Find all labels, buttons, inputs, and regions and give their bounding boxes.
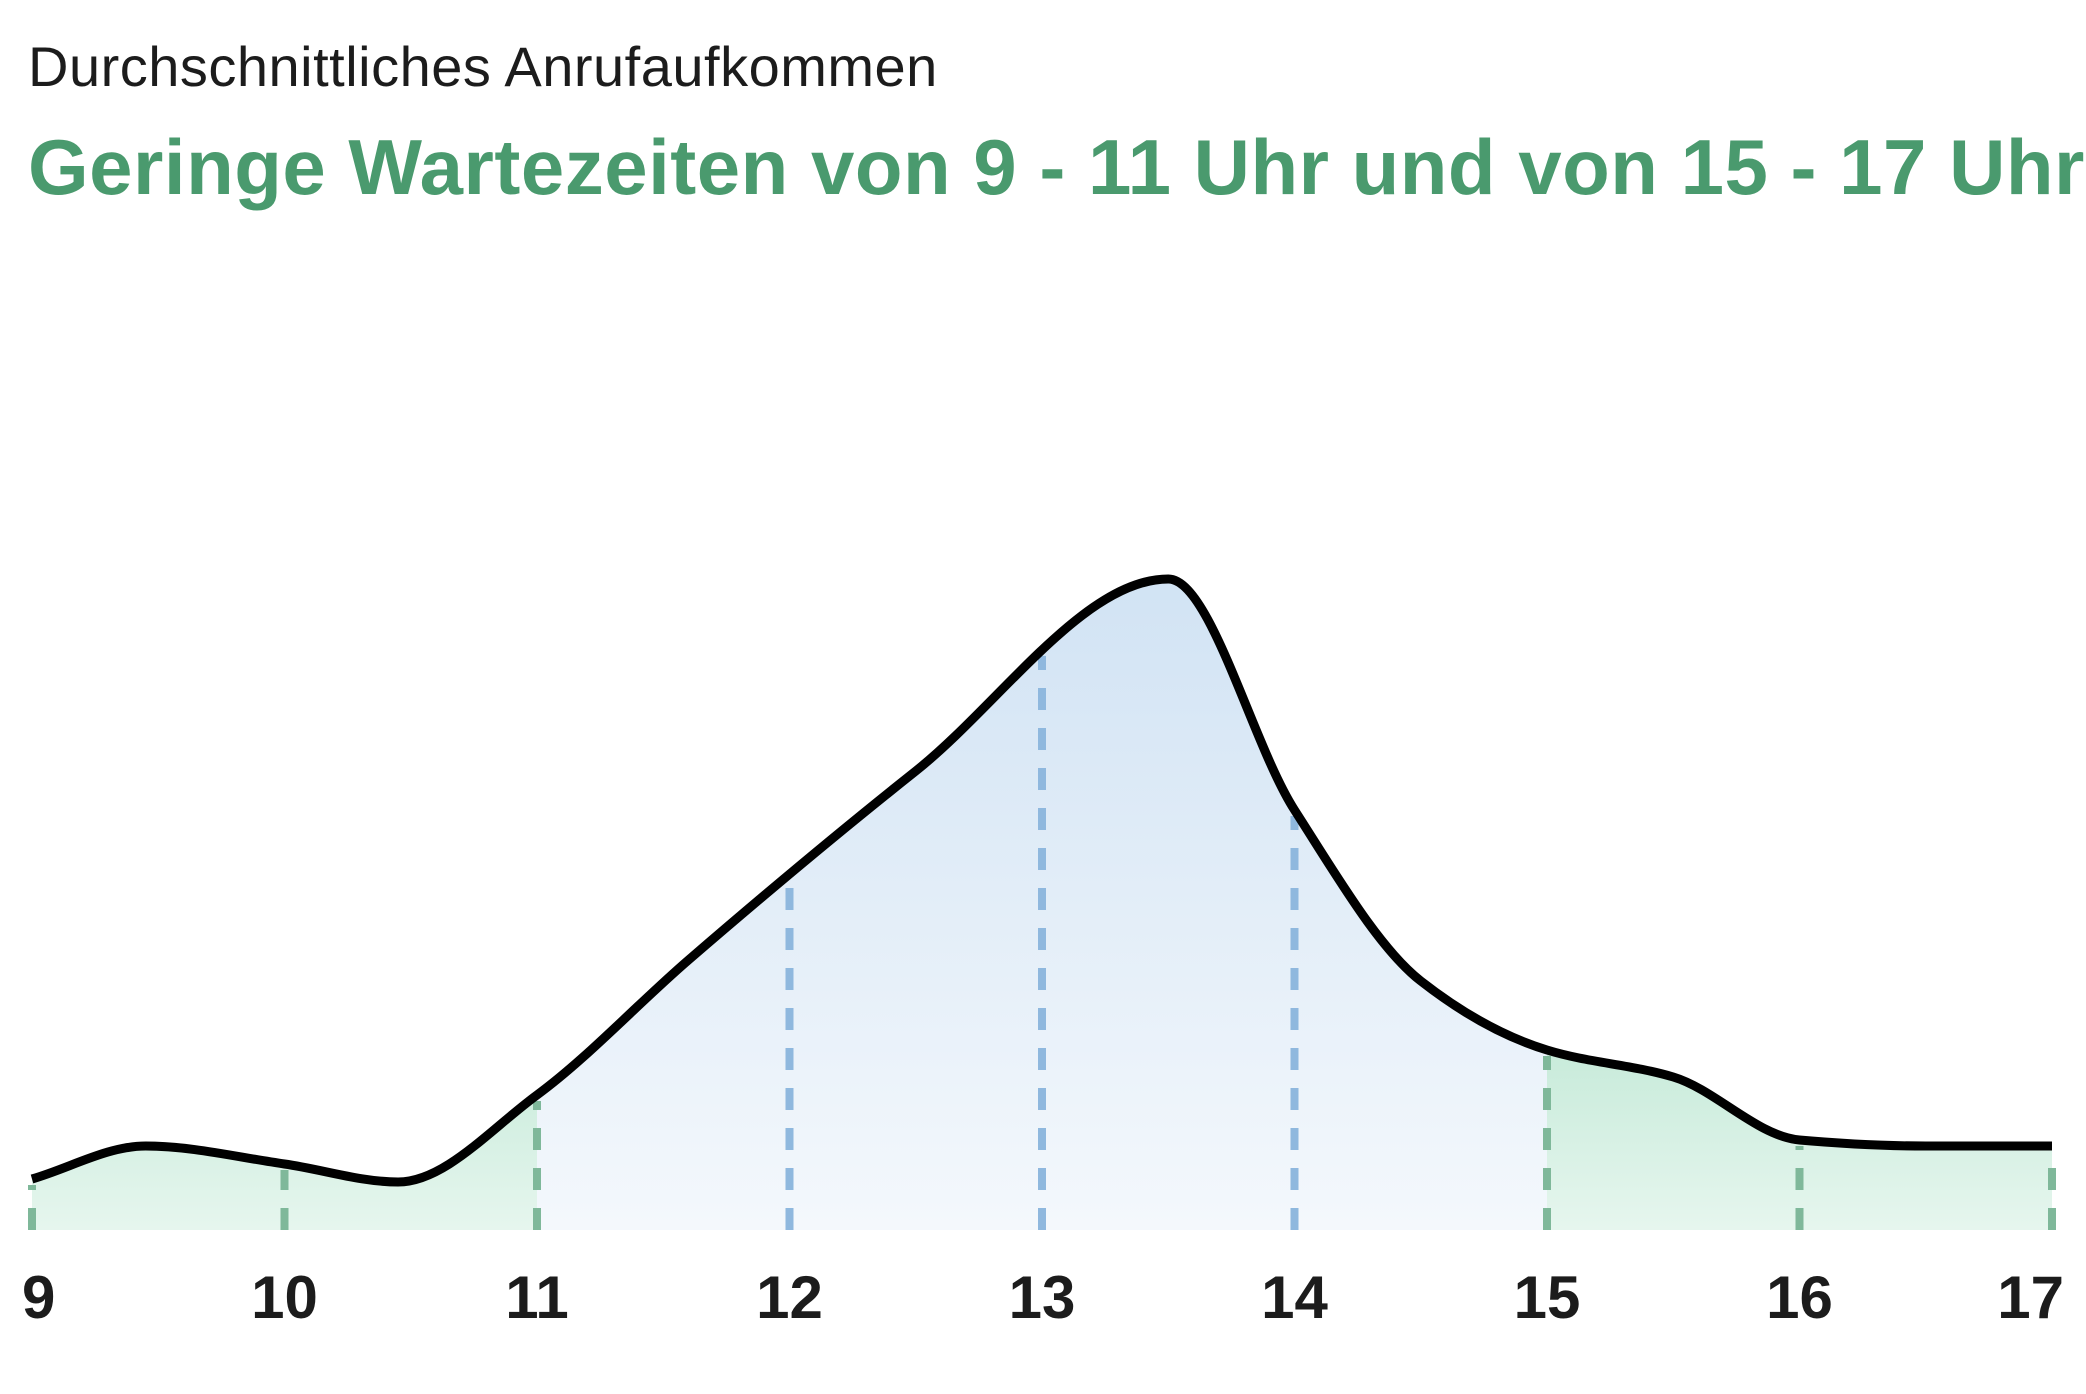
area-low-morning xyxy=(32,1095,537,1230)
tick-label-13: 13 xyxy=(1009,1264,1076,1331)
tick-label-15: 15 xyxy=(1514,1264,1581,1331)
call-volume-curve xyxy=(30,574,2052,1187)
chart-title: Geringe Wartezeiten von 9 - 11 Uhr und v… xyxy=(28,123,2085,211)
tick-label-9: 9 xyxy=(22,1264,55,1331)
x-axis-tick-labels: 9 10 11 12 13 14 15 16 17 xyxy=(22,1264,2064,1331)
vertical-gridlines xyxy=(28,655,2056,1230)
tick-label-12: 12 xyxy=(756,1264,823,1331)
tick-label-16: 16 xyxy=(1766,1264,1833,1331)
tick-label-11: 11 xyxy=(505,1264,568,1331)
tick-label-10: 10 xyxy=(251,1264,318,1331)
chart-subtitle: Durchschnittliches Anrufaufkommen xyxy=(28,35,938,98)
tick-label-17: 17 xyxy=(1997,1264,2064,1331)
tick-label-14: 14 xyxy=(1261,1264,1328,1331)
